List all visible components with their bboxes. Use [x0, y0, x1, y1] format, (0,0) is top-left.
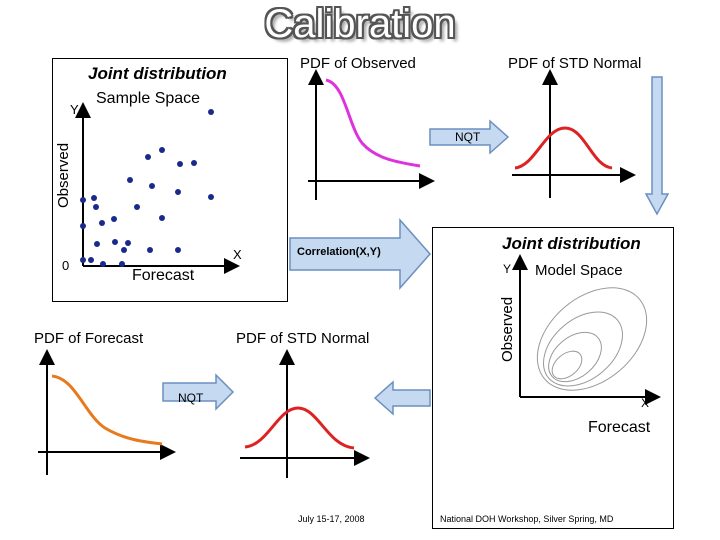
sample-joint-distribution-title: Joint distribution: [88, 64, 227, 83]
sample-origin-label: 0: [62, 258, 70, 273]
sample-space-subtitle: Sample Space: [96, 90, 201, 107]
pdf-normal-bottom-axes: [240, 349, 370, 478]
scatter-point: [119, 261, 125, 267]
scatter-point: [208, 109, 214, 115]
scatter-point: [175, 189, 181, 195]
scatter-point: [177, 161, 183, 167]
sample-space-panel: [52, 58, 288, 302]
model-axes: [512, 254, 661, 405]
pdf-std-normal-bottom-label: PDF of STD Normal: [236, 330, 370, 347]
scatter-point: [80, 223, 86, 229]
footer-date: July 15-17, 2008: [298, 514, 365, 524]
correlation-arrow[interactable]: [289, 218, 432, 290]
model-space-panel: [432, 227, 674, 529]
pdf-normal-bottom-curve: [244, 406, 355, 450]
sample-x-axis-label: Forecast: [132, 267, 195, 284]
scatter-point: [88, 257, 94, 263]
sample-axes: [75, 102, 240, 274]
scatter-point: [94, 241, 100, 247]
scatter-point: [134, 204, 140, 210]
down-arrow[interactable]: [644, 76, 670, 216]
sample-y-letter: Y: [70, 102, 79, 117]
scatter-point: [127, 177, 133, 183]
left-arrow[interactable]: [373, 380, 431, 416]
nqt-bottom-arrow[interactable]: [162, 373, 235, 411]
model-x-axis-label: Forecast: [588, 419, 651, 436]
model-space-subtitle: Model Space: [535, 262, 623, 279]
scatter-point: [125, 240, 131, 246]
scatter-point: [159, 215, 165, 221]
scatter-point: [191, 160, 197, 166]
scatter-point: [99, 220, 105, 226]
scatter-point: [112, 239, 118, 245]
page-title: Calibration: [264, 2, 456, 46]
model-ellipses: [536, 287, 648, 391]
pdf-observed-curve: [325, 78, 421, 168]
correlation-label: Correlation(X,Y): [297, 246, 381, 258]
scatter-point: [80, 197, 86, 203]
pdf-forecast-axes: [38, 349, 176, 475]
scatter-point: [80, 257, 86, 263]
scatter-point: [208, 194, 214, 200]
sample-x-letter: X: [233, 247, 242, 262]
scatter-point: [175, 247, 181, 253]
pdf-normal-top-axes: [512, 69, 636, 198]
pdf-observed-axes: [308, 69, 435, 200]
scatter-point: [93, 204, 99, 210]
nqt-bottom-label: NQT: [178, 391, 204, 405]
scatter-point: [147, 247, 153, 253]
scatter-point: [121, 247, 127, 253]
sample-scatter: [80, 109, 214, 267]
scatter-point: [100, 261, 106, 267]
pdf-forecast-curve: [51, 374, 163, 446]
scatter-point: [111, 216, 117, 222]
scatter-point: [145, 154, 151, 160]
pdf-std-normal-top-label: PDF of STD Normal: [508, 55, 642, 72]
pdf-observed-label: PDF of Observed: [300, 55, 416, 72]
scatter-point: [159, 147, 165, 153]
model-y-letter: Y: [503, 262, 512, 276]
nqt-top-label: NQT: [455, 130, 481, 144]
nqt-top-arrow[interactable]: [429, 119, 510, 155]
pdf-normal-top-curve: [514, 126, 613, 170]
footer-event: National DOH Workshop, Silver Spring, MD: [440, 514, 614, 524]
scatter-point: [149, 183, 155, 189]
scatter-point: [91, 195, 97, 201]
pdf-forecast-label: PDF of Forecast: [34, 330, 144, 347]
model-joint-distribution-title: Joint distribution: [502, 234, 641, 253]
